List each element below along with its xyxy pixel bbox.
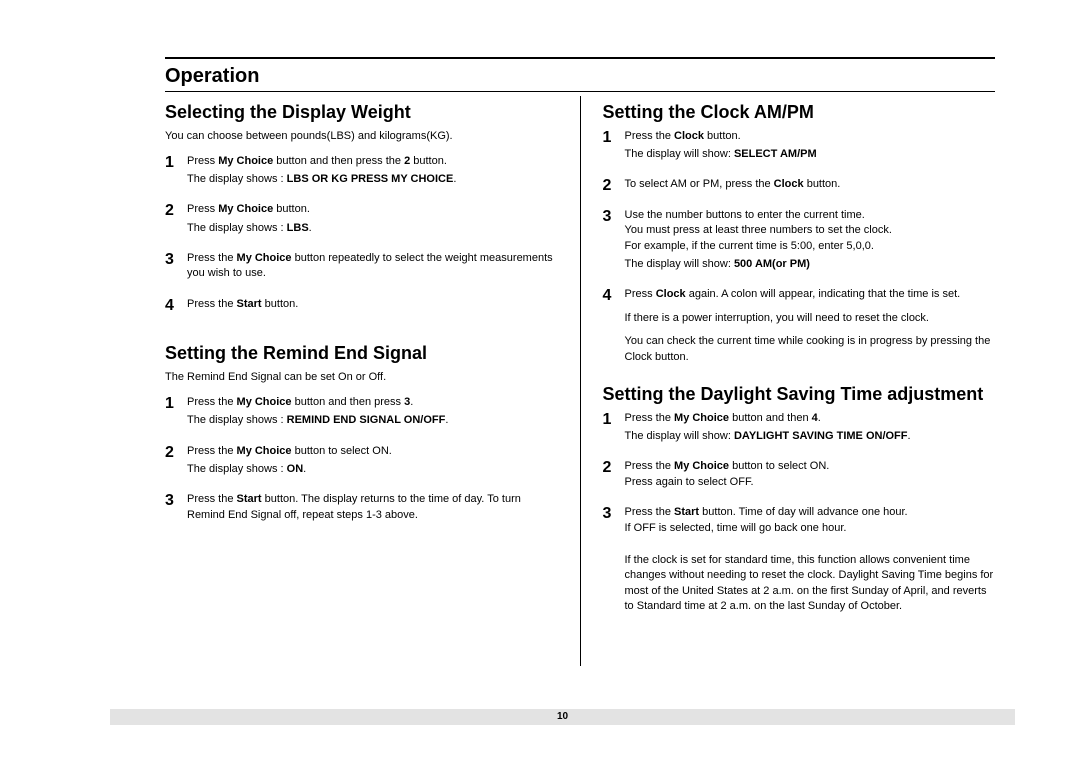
section-intro: The Remind End Signal can be set On or O…	[165, 370, 558, 385]
step-body: Press the Start button. The display retu…	[187, 492, 558, 526]
step: 4 Press Clock again. A colon will appear…	[603, 287, 996, 368]
step-body: Press the Start button.	[187, 297, 558, 315]
step-number: 2	[165, 202, 187, 220]
step-number: 4	[603, 287, 625, 305]
step-body: Press the Start button. Time of day will…	[625, 505, 996, 539]
step-body: Press Clock again. A colon will appear, …	[625, 287, 996, 368]
step-number: 2	[603, 459, 625, 477]
step-number: 1	[165, 395, 187, 413]
step-body: Use the number buttons to enter the curr…	[625, 208, 996, 276]
step: 3 Use the number buttons to enter the cu…	[603, 208, 996, 276]
step: 1 Press the My Choice button and then 4.…	[603, 411, 996, 448]
left-column: Selecting the Display Weight You can cho…	[165, 96, 580, 666]
step-number: 2	[165, 444, 187, 462]
section-intro: You can choose between pounds(LBS) and k…	[165, 129, 558, 144]
step: 2 Press the My Choice button to select O…	[165, 444, 558, 481]
page-number-footer: 10	[110, 709, 1015, 725]
step-body: Press My Choice button and then press th…	[187, 154, 558, 191]
step: 1 Press My Choice button and then press …	[165, 154, 558, 191]
step: 3 Press the Start button. Time of day wi…	[603, 505, 996, 539]
step-body: Press the My Choice button to select ON.…	[625, 459, 996, 493]
step-number: 1	[603, 411, 625, 429]
top-rule	[165, 57, 995, 59]
step-body: To select AM or PM, press the Clock butt…	[625, 177, 996, 195]
step-number: 3	[165, 251, 187, 269]
step-body: Press the My Choice button to select ON.…	[187, 444, 558, 481]
step-body: Press the My Choice button and then pres…	[187, 395, 558, 432]
step: 2 To select AM or PM, press the Clock bu…	[603, 177, 996, 195]
step: 1 Press the Clock button. The display wi…	[603, 129, 996, 166]
right-column: Setting the Clock AM/PM 1 Press the Cloc…	[580, 96, 996, 666]
step-number: 4	[165, 297, 187, 315]
section-heading: Selecting the Display Weight	[165, 102, 558, 123]
step-body: Press the My Choice button and then 4. T…	[625, 411, 996, 448]
step-number: 1	[165, 154, 187, 172]
step: 4 Press the Start button.	[165, 297, 558, 315]
step-number: 2	[603, 177, 625, 195]
step-body: Press the My Choice button repeatedly to…	[187, 251, 558, 285]
step-body: Press the Clock button. The display will…	[625, 129, 996, 166]
step: 1 Press the My Choice button and then pr…	[165, 395, 558, 432]
section-heading: Setting the Remind End Signal	[165, 343, 558, 364]
step-number: 3	[165, 492, 187, 510]
main-heading: Operation	[165, 65, 995, 92]
step-number: 3	[603, 505, 625, 523]
step-number: 1	[603, 129, 625, 147]
columns: Selecting the Display Weight You can cho…	[165, 96, 995, 666]
step: 2 Press the My Choice button to select O…	[603, 459, 996, 493]
step-body: Press My Choice button. The display show…	[187, 202, 558, 239]
step-number: 3	[603, 208, 625, 226]
step: 2 Press My Choice button. The display sh…	[165, 202, 558, 239]
page: Operation Selecting the Display Weight Y…	[0, 0, 1080, 666]
footnote: If the clock is set for standard time, t…	[603, 553, 996, 615]
section-heading: Setting the Daylight Saving Time adjustm…	[603, 384, 996, 405]
step: 3 Press the Start button. The display re…	[165, 492, 558, 526]
step: 3 Press the My Choice button repeatedly …	[165, 251, 558, 285]
section-heading: Setting the Clock AM/PM	[603, 102, 996, 123]
